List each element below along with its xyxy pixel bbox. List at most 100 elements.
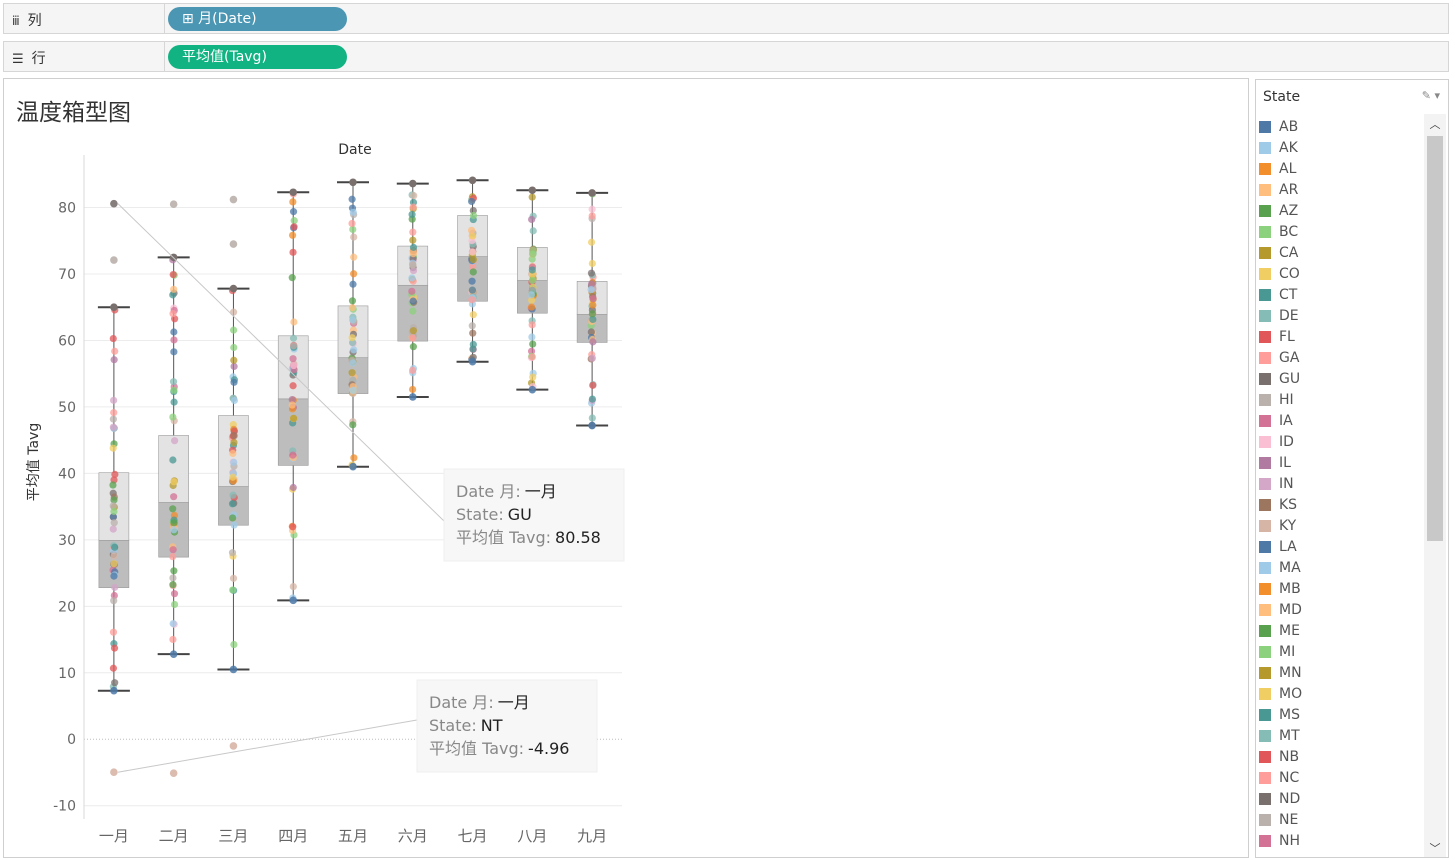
state-point[interactable] <box>529 250 536 257</box>
state-point[interactable] <box>289 355 296 362</box>
state-point[interactable] <box>588 239 595 246</box>
legend-item[interactable]: KY <box>1259 515 1425 536</box>
state-point[interactable] <box>229 549 236 556</box>
state-point[interactable] <box>410 244 417 251</box>
outlier-point[interactable] <box>110 200 118 208</box>
state-point[interactable] <box>349 359 356 366</box>
state-point[interactable] <box>349 297 356 304</box>
state-point[interactable] <box>169 505 176 512</box>
outlier-point[interactable] <box>230 196 238 204</box>
state-point[interactable] <box>289 452 296 459</box>
outlier-point[interactable] <box>230 240 238 248</box>
state-point[interactable] <box>230 666 238 674</box>
legend-item[interactable]: AB <box>1259 116 1425 137</box>
state-point[interactable] <box>291 217 298 224</box>
state-point[interactable] <box>348 220 355 227</box>
state-point[interactable] <box>229 474 236 481</box>
state-point[interactable] <box>169 456 176 463</box>
state-point[interactable] <box>169 553 176 560</box>
state-point[interactable] <box>231 521 238 528</box>
outlier-point[interactable] <box>170 200 178 208</box>
state-point[interactable] <box>349 178 357 186</box>
state-point[interactable] <box>468 227 475 234</box>
state-point[interactable] <box>529 186 537 194</box>
state-point[interactable] <box>110 397 117 404</box>
state-point[interactable] <box>229 450 236 457</box>
state-point[interactable] <box>350 233 357 240</box>
legend-item[interactable]: NE <box>1259 809 1425 830</box>
legend-item[interactable]: ND <box>1259 788 1425 809</box>
state-point[interactable] <box>349 334 356 341</box>
state-point[interactable] <box>350 270 357 277</box>
legend-item[interactable]: AL <box>1259 158 1425 179</box>
legend-item[interactable]: AK <box>1259 137 1425 158</box>
state-point[interactable] <box>469 287 476 294</box>
state-point[interactable] <box>589 310 596 317</box>
legend-item[interactable]: AZ <box>1259 200 1425 221</box>
state-point[interactable] <box>410 327 417 334</box>
state-point[interactable] <box>529 386 537 394</box>
state-point[interactable] <box>589 295 596 302</box>
state-point[interactable] <box>170 546 177 553</box>
state-point[interactable] <box>111 348 118 355</box>
state-point[interactable] <box>169 636 176 643</box>
state-point[interactable] <box>111 679 118 686</box>
state-point[interactable] <box>170 493 177 500</box>
legend-item[interactable]: CA <box>1259 242 1425 263</box>
state-point[interactable] <box>171 437 178 444</box>
state-point[interactable] <box>289 198 296 205</box>
state-point[interactable] <box>110 335 117 342</box>
state-point[interactable] <box>289 249 296 256</box>
state-point[interactable] <box>229 514 236 521</box>
state-point[interactable] <box>170 567 177 574</box>
state-point[interactable] <box>110 508 117 515</box>
state-point[interactable] <box>111 645 118 652</box>
legend-item[interactable]: ME <box>1259 620 1425 641</box>
legend-item[interactable]: AR <box>1259 179 1425 200</box>
state-point[interactable] <box>169 310 176 317</box>
state-point[interactable] <box>230 459 237 466</box>
legend-item[interactable]: MS <box>1259 704 1425 725</box>
legend-item[interactable]: FL <box>1259 326 1425 347</box>
state-point[interactable] <box>170 336 177 343</box>
state-point[interactable] <box>111 584 118 591</box>
outlier-point[interactable] <box>230 742 238 750</box>
state-point[interactable] <box>588 422 596 430</box>
legend-item[interactable]: BC <box>1259 221 1425 242</box>
state-point[interactable] <box>290 583 297 590</box>
state-point[interactable] <box>350 254 357 261</box>
legend-item[interactable]: MT <box>1259 725 1425 746</box>
state-point[interactable] <box>410 192 417 199</box>
state-point[interactable] <box>170 519 177 526</box>
rows-pill-avg-tavg[interactable]: 平均值(Tavg) <box>168 45 347 69</box>
state-point[interactable] <box>589 206 596 213</box>
state-point[interactable] <box>588 286 595 293</box>
legend-item[interactable]: MA <box>1259 557 1425 578</box>
state-point[interactable] <box>289 523 296 530</box>
state-point[interactable] <box>290 362 297 369</box>
state-point[interactable] <box>170 399 177 406</box>
state-point[interactable] <box>230 344 237 351</box>
state-point[interactable] <box>529 194 536 201</box>
legend-item[interactable]: CT <box>1259 284 1425 305</box>
state-point[interactable] <box>230 575 237 582</box>
state-point[interactable] <box>408 288 415 295</box>
state-point[interactable] <box>110 416 117 423</box>
state-point[interactable] <box>111 552 118 559</box>
state-point[interactable] <box>469 358 477 366</box>
state-point[interactable] <box>469 248 476 255</box>
state-point[interactable] <box>468 296 475 303</box>
state-point[interactable] <box>588 270 595 277</box>
state-point[interactable] <box>349 281 356 288</box>
state-point[interactable] <box>349 387 356 394</box>
state-point[interactable] <box>230 432 237 439</box>
state-point[interactable] <box>409 307 416 314</box>
state-point[interactable] <box>110 573 117 580</box>
state-point[interactable] <box>528 216 535 223</box>
legend-item[interactable]: NH <box>1259 830 1425 851</box>
state-point[interactable] <box>229 500 236 507</box>
state-point[interactable] <box>289 401 296 408</box>
state-point[interactable] <box>588 189 596 197</box>
state-point[interactable] <box>470 341 477 348</box>
